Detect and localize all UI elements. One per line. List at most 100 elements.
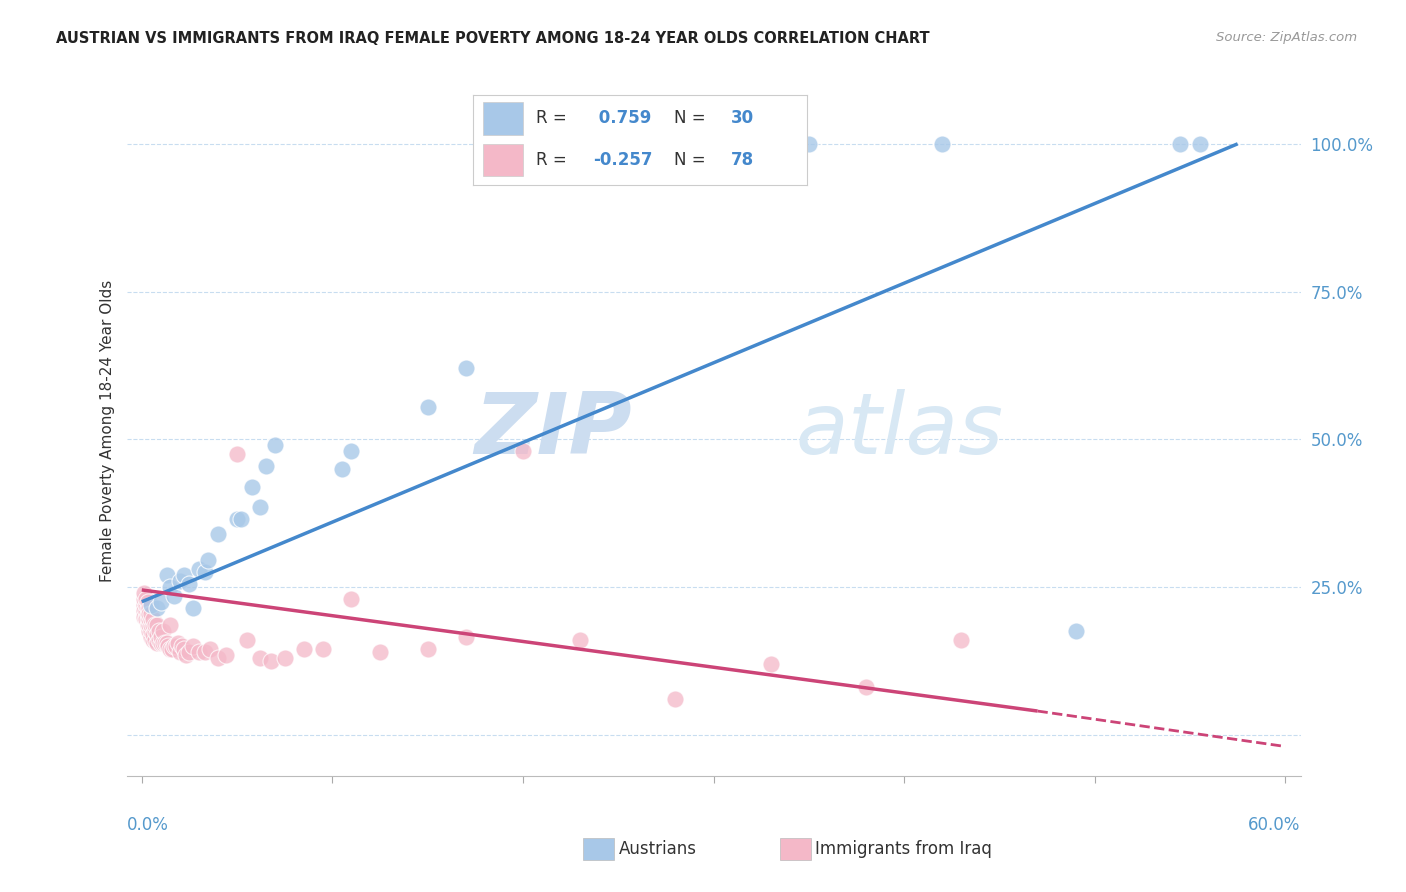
Point [136,618,159,632]
Point [416,400,439,414]
Point [194,645,217,659]
Point [240,479,263,493]
Text: AUSTRIAN VS IMMIGRANTS FROM IRAQ FEMALE POVERTY AMONG 18-24 YEAR OLDS CORRELATIO: AUSTRIAN VS IMMIGRANTS FROM IRAQ FEMALE … [56,31,929,46]
Point [197,553,219,567]
Point [454,630,477,644]
Point [146,618,169,632]
Point [207,651,229,665]
Point [138,600,160,615]
Point [143,618,166,632]
Point [132,586,155,600]
Point [167,636,190,650]
Point [132,609,155,624]
Point [141,630,163,644]
Point [173,642,195,657]
Point [152,624,174,639]
Text: ZIP: ZIP [474,389,631,472]
Point [138,612,160,626]
Point [226,447,249,461]
Point [146,636,169,650]
Point [142,627,165,641]
Point [149,595,172,609]
Point [138,618,160,632]
Point [214,648,236,662]
Point [454,361,477,376]
Point [226,512,249,526]
Point [132,598,155,612]
Point [132,591,155,606]
Point [143,624,166,639]
Point [142,618,165,632]
Point [169,574,191,588]
Point [149,636,172,650]
Point [931,136,953,151]
Point [249,651,271,665]
Point [135,612,157,626]
Point [1188,136,1211,151]
Point [136,607,159,621]
Point [136,612,159,626]
Point [141,618,163,632]
Point [181,639,204,653]
Point [152,636,174,650]
Point [229,512,252,526]
Point [141,607,163,621]
Point [141,612,163,626]
Point [157,639,180,653]
Point [142,633,165,648]
Text: Source: ZipAtlas.com: Source: ZipAtlas.com [1216,31,1357,45]
Point [165,639,187,653]
Point [797,136,820,151]
Point [264,438,287,452]
Text: 0.0%: 0.0% [127,816,169,834]
Point [416,642,439,657]
Point [1170,136,1192,151]
Point [569,633,592,648]
Point [146,600,169,615]
Point [254,458,277,473]
Point [143,633,166,648]
Point [512,444,534,458]
Point [1064,624,1087,639]
Point [155,568,177,582]
Text: Immigrants from Iraq: Immigrants from Iraq [815,840,993,858]
Point [163,639,186,653]
Point [200,642,222,657]
Point [188,645,211,659]
Point [148,633,170,648]
Point [141,598,163,612]
Point [292,642,315,657]
Point [235,633,257,648]
Point [181,600,204,615]
Point [188,562,211,576]
Point [146,627,169,641]
Point [249,500,271,515]
Point [260,654,283,668]
Text: atlas: atlas [796,389,1004,472]
Y-axis label: Female Poverty Among 18-24 Year Olds: Female Poverty Among 18-24 Year Olds [100,279,115,582]
Point [855,681,877,695]
Point [162,642,184,657]
Point [135,598,157,612]
Point [153,636,176,650]
Point [174,648,197,662]
Point [179,577,201,591]
Point [136,600,159,615]
Point [148,624,170,639]
Point [135,604,157,618]
Point [138,607,160,621]
Point [664,692,686,706]
Point [169,645,191,659]
Point [135,609,157,624]
Point [207,526,229,541]
Point [159,642,181,657]
Point [330,462,353,476]
Point [368,645,391,659]
Point [173,568,195,582]
Point [759,657,782,671]
Point [155,636,177,650]
Point [138,624,160,639]
Point [159,580,181,594]
Point [132,604,155,618]
Point [194,565,217,579]
